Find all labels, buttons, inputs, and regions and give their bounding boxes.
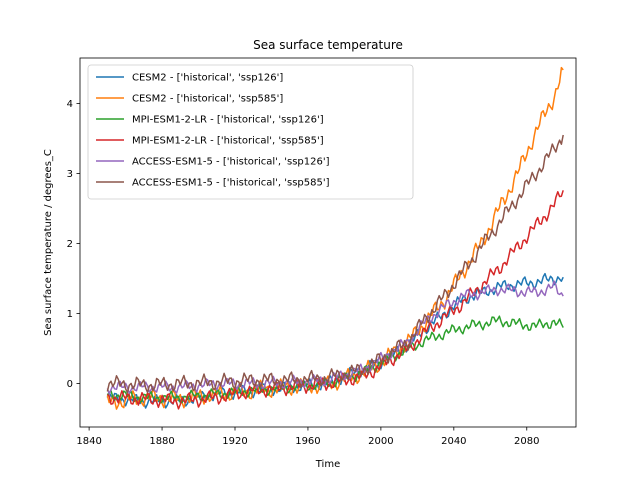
x-tick-label: 1920	[222, 436, 247, 447]
x-axis-title: Time	[315, 459, 340, 470]
y-tick-label: 2	[67, 239, 73, 250]
chart-title: Sea surface temperature	[253, 38, 403, 52]
series-line	[106, 134, 564, 394]
legend-label: MPI-ESM1-2-LR - ['historical', 'ssp585']	[132, 136, 324, 147]
y-axis: 0 1 2 3 4	[67, 99, 80, 390]
legend-label: ACCESS-ESM1-5 - ['historical', 'ssp126']	[132, 157, 330, 168]
series-line	[106, 190, 564, 410]
x-tick-label: 2040	[441, 436, 466, 447]
legend: CESM2 - ['historical', 'ssp126'] CESM2 - …	[87, 64, 414, 200]
legend-label: CESM2 - ['historical', 'ssp585']	[132, 94, 283, 105]
x-axis: 1840 1880 1920 1960 2000 2040 2080	[76, 427, 539, 447]
legend-box	[87, 64, 414, 200]
x-tick-label: 1960	[295, 436, 320, 447]
x-tick-label: 2080	[514, 436, 539, 447]
x-tick-label: 1880	[149, 436, 174, 447]
series-line	[106, 272, 564, 409]
y-axis-title: Sea surface temperature / degrees_C	[43, 149, 54, 336]
legend-label: CESM2 - ['historical', 'ssp126']	[132, 73, 283, 84]
x-tick-label: 2000	[368, 436, 393, 447]
legend-label: ACCESS-ESM1-5 - ['historical', 'ssp585']	[132, 178, 330, 189]
x-tick-label: 1840	[76, 436, 101, 447]
y-tick-label: 0	[67, 379, 73, 390]
series-line	[106, 315, 564, 404]
y-tick-label: 4	[67, 99, 73, 110]
y-tick-label: 3	[67, 169, 73, 180]
legend-label: MPI-ESM1-2-LR - ['historical', 'ssp126']	[132, 115, 324, 126]
plot-frame	[79, 57, 577, 428]
plot-area	[106, 66, 564, 410]
y-tick-label: 1	[67, 309, 73, 320]
